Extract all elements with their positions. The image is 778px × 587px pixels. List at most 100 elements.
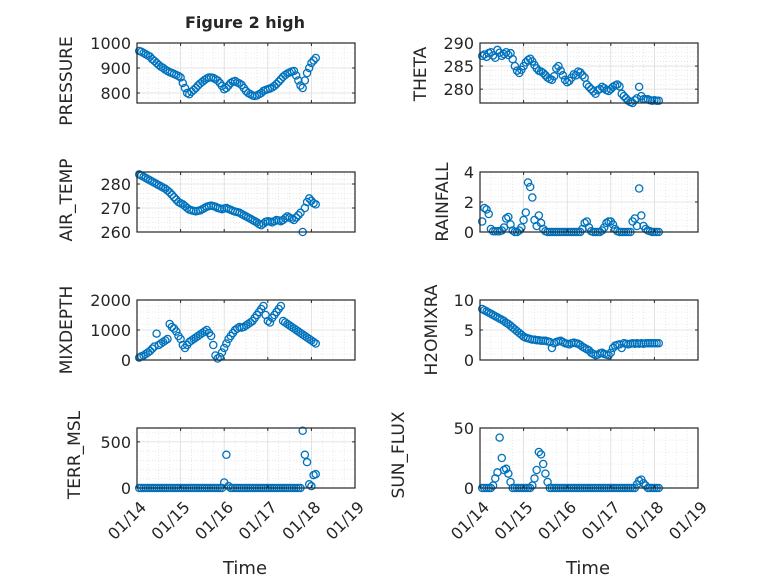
data-point (304, 194, 314, 203)
data-point (541, 469, 550, 478)
y-tick-label: 50 (454, 419, 474, 438)
data-point (519, 215, 528, 225)
data-point (174, 71, 183, 81)
data-point (606, 348, 616, 358)
data-point (562, 77, 572, 87)
data-point (530, 474, 539, 483)
y-tick-label: 2 (464, 193, 474, 212)
y-tick-label: 800 (100, 84, 131, 103)
x-tick-label: 01/15 (491, 498, 537, 544)
x-tick-label: 01/14 (447, 498, 493, 544)
data-point (222, 83, 231, 93)
data-point (309, 56, 318, 65)
data-point (484, 209, 493, 219)
y-tick-label: 0 (121, 479, 131, 498)
data-point (504, 212, 513, 222)
data-point (152, 329, 161, 338)
x-tick-label: 01/16 (191, 498, 237, 544)
data-point (501, 464, 511, 474)
data-point (311, 469, 321, 479)
data-point (222, 339, 231, 348)
data-point (246, 318, 255, 327)
x-tick-label: 01/19 (665, 498, 711, 544)
data-point (300, 450, 310, 460)
y-tick-label: 290 (443, 34, 474, 53)
data-point (630, 95, 640, 105)
y-axis-label-rainfall: RAINFALL (433, 162, 453, 242)
data-point (270, 81, 279, 91)
y-tick-label: 0 (464, 351, 474, 370)
x-tick-label: 01/16 (534, 498, 580, 544)
data-point (637, 211, 646, 220)
data-point (654, 338, 664, 348)
data-point (230, 76, 240, 86)
data-point (302, 457, 312, 467)
data-point (185, 90, 194, 99)
y-tick-label: 900 (100, 59, 131, 78)
data-point (639, 478, 648, 488)
x-tick-label: 01/15 (148, 498, 194, 544)
data-point (302, 68, 312, 78)
data-point (578, 71, 587, 80)
data-point (163, 186, 172, 195)
data-point (165, 188, 174, 197)
data-point (538, 459, 548, 469)
data-point (523, 55, 533, 65)
data-point (634, 82, 644, 92)
data-point (169, 192, 179, 202)
data-point (311, 53, 321, 63)
data-point (532, 465, 541, 475)
subplot-3: 0 2 4 (464, 163, 699, 242)
data-point (178, 78, 188, 88)
subplot-2: 260 270 280 (100, 170, 356, 242)
data-point (617, 343, 626, 353)
data-point (525, 182, 535, 192)
subplot-4: 0 1000 2000 (90, 291, 356, 370)
axes-box (479, 427, 699, 489)
data-point (163, 334, 172, 344)
data-point (613, 80, 622, 89)
data-point (497, 453, 507, 463)
data-point (634, 184, 644, 193)
data-point (617, 89, 626, 99)
data-point (259, 301, 268, 311)
x-tick-label: 01/14 (104, 498, 150, 544)
data-point (477, 217, 487, 226)
data-point (213, 354, 222, 363)
data-point (604, 350, 613, 360)
data-point (217, 348, 227, 357)
x-tick-label: 01/17 (235, 498, 281, 544)
figure-title: Figure 2 high (185, 13, 305, 32)
data-point (289, 215, 299, 225)
data-point (272, 79, 281, 89)
y-axis-label-pressure: PRESSURE (57, 36, 77, 125)
data-point (307, 58, 316, 68)
data-point (265, 318, 275, 327)
subplot-1: 280 285 290 (443, 34, 699, 108)
data-point (215, 352, 225, 362)
data-point (161, 336, 170, 345)
data-point (311, 339, 321, 348)
data-point (191, 83, 201, 93)
data-point (534, 447, 544, 457)
axes-box (136, 427, 356, 489)
data-point (298, 426, 307, 436)
data-point (582, 80, 592, 89)
data-point (584, 82, 594, 92)
data-point (167, 322, 177, 332)
data-point (276, 301, 286, 311)
data-point (148, 344, 157, 353)
data-point (501, 214, 511, 223)
data-point (145, 346, 155, 356)
y-tick-label: 285 (443, 57, 474, 76)
data-point (632, 221, 642, 231)
data-point (549, 71, 559, 81)
data-point (222, 450, 231, 460)
subplot-5: 0 5 10 (454, 291, 699, 370)
x-tick-label: 01/18 (621, 498, 667, 544)
y-axis-label-sun-flux: SUN_FLUX (389, 411, 409, 498)
y-tick-label: 5 (464, 321, 474, 340)
data-point (274, 77, 283, 87)
